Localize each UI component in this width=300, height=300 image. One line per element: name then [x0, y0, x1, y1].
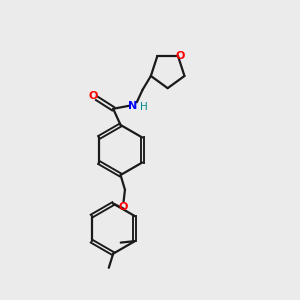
Text: H: H: [140, 102, 147, 112]
Text: N: N: [128, 101, 137, 111]
Text: O: O: [119, 202, 128, 212]
Text: O: O: [176, 51, 185, 61]
Text: O: O: [89, 91, 98, 101]
